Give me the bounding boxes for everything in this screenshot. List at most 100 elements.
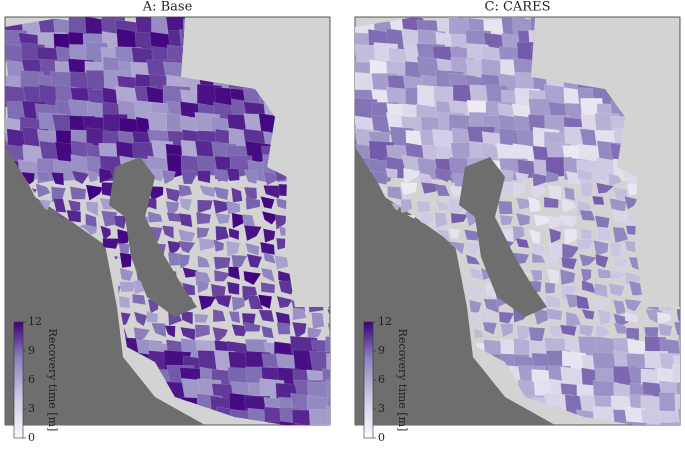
region xyxy=(119,281,138,293)
region xyxy=(260,421,287,425)
region xyxy=(482,321,498,335)
region xyxy=(119,252,132,269)
ocean xyxy=(5,137,205,425)
region xyxy=(420,182,439,195)
region xyxy=(660,422,680,425)
region xyxy=(196,279,210,294)
region xyxy=(575,295,590,310)
region xyxy=(70,422,94,425)
region xyxy=(593,425,618,446)
region xyxy=(512,422,536,425)
region xyxy=(212,309,226,323)
region xyxy=(53,198,67,213)
region xyxy=(197,255,211,268)
region xyxy=(657,411,680,425)
region xyxy=(628,280,643,296)
region xyxy=(465,254,481,265)
region xyxy=(559,324,577,337)
region xyxy=(608,282,626,297)
region xyxy=(180,311,194,325)
region xyxy=(198,422,223,425)
region xyxy=(435,184,451,197)
region xyxy=(593,168,611,182)
region xyxy=(311,423,330,425)
region xyxy=(613,210,629,222)
region xyxy=(527,196,541,213)
region xyxy=(278,280,296,295)
region xyxy=(325,336,330,359)
region xyxy=(226,200,241,215)
region xyxy=(594,215,610,229)
region xyxy=(532,172,550,187)
region xyxy=(593,299,611,313)
region xyxy=(559,268,576,286)
region xyxy=(497,200,513,215)
region xyxy=(326,45,330,69)
region xyxy=(67,199,81,213)
region xyxy=(450,426,472,450)
region xyxy=(215,225,230,241)
region xyxy=(231,296,246,312)
region xyxy=(496,422,519,425)
region xyxy=(85,201,99,217)
region xyxy=(530,269,543,283)
region xyxy=(564,186,575,201)
region xyxy=(151,322,167,338)
region xyxy=(35,183,51,198)
region xyxy=(228,227,240,241)
region xyxy=(276,322,291,335)
colorbar xyxy=(13,321,24,439)
colorbar-tick-label: 6 xyxy=(378,373,385,386)
region xyxy=(275,311,291,327)
region xyxy=(450,212,468,224)
region xyxy=(225,240,241,258)
region xyxy=(276,295,293,309)
region xyxy=(262,251,277,265)
region xyxy=(516,325,534,342)
region xyxy=(257,294,273,310)
region xyxy=(195,211,212,225)
region xyxy=(133,311,148,327)
region xyxy=(544,255,558,267)
region xyxy=(434,212,448,229)
region xyxy=(278,420,305,425)
region xyxy=(416,200,431,214)
region xyxy=(577,168,592,181)
region xyxy=(624,311,639,323)
region xyxy=(231,254,248,271)
panel-title: C: CARES xyxy=(485,0,551,15)
region xyxy=(545,307,563,321)
region xyxy=(597,309,611,326)
region xyxy=(199,184,217,198)
region xyxy=(132,293,146,305)
region xyxy=(327,323,330,337)
colorbar xyxy=(363,321,374,439)
region xyxy=(262,228,276,243)
region xyxy=(464,242,480,257)
region xyxy=(261,267,276,283)
region xyxy=(66,209,82,223)
region xyxy=(243,321,261,332)
region xyxy=(515,238,530,249)
region xyxy=(545,294,561,308)
region xyxy=(528,326,546,344)
region xyxy=(596,182,615,194)
region xyxy=(469,424,494,425)
region xyxy=(579,209,596,221)
region xyxy=(483,298,499,314)
region xyxy=(325,405,330,425)
region xyxy=(580,268,592,283)
region xyxy=(101,210,118,227)
region xyxy=(530,242,546,254)
map-panel: C: CARES 0 3 6 9 12 Recovery time [m] xyxy=(354,0,681,450)
region xyxy=(533,214,551,227)
region xyxy=(246,253,263,269)
region xyxy=(608,268,627,281)
region xyxy=(326,424,330,425)
region xyxy=(241,285,258,303)
region xyxy=(564,424,593,425)
region xyxy=(499,214,514,226)
region xyxy=(177,254,191,269)
region xyxy=(198,295,217,311)
region xyxy=(512,225,525,243)
